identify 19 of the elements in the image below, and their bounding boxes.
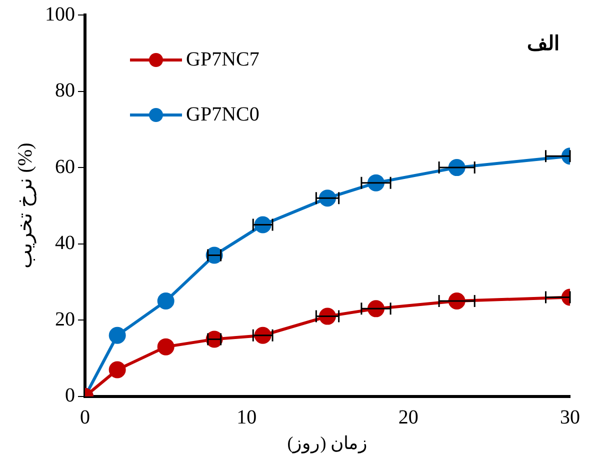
point <box>108 361 126 378</box>
y-axis-title: نرخ تخریب (%) <box>14 142 36 269</box>
x-tick-label: 30 <box>560 406 580 429</box>
point <box>157 292 174 310</box>
y-tick-label: 60 <box>55 156 75 178</box>
x-tick-label: 0 <box>80 406 90 429</box>
y-tick-label: 40 <box>55 232 75 254</box>
y-tick-label: 80 <box>55 80 75 102</box>
y-tick-label: 0 <box>65 384 75 407</box>
y-tick-label: 100 <box>45 3 75 26</box>
point <box>157 338 174 356</box>
x-tick-label: 20 <box>398 406 418 429</box>
x-axis-title: زمان (روز) <box>287 432 368 454</box>
annotation: الف <box>527 33 560 56</box>
y-tick-label: 20 <box>55 308 75 330</box>
point <box>108 326 126 344</box>
legend-label: GP7NC7 <box>186 48 260 70</box>
x-tick-label: 10 <box>236 406 257 429</box>
legend-label: GP7NC0 <box>186 103 260 126</box>
